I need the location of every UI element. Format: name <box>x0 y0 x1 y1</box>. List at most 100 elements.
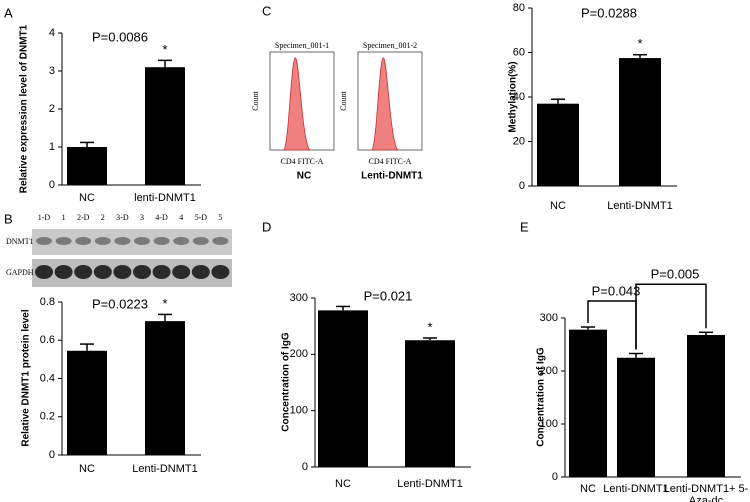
bracket-label: P=0.043 <box>592 283 641 298</box>
panel-letter: E <box>520 219 529 234</box>
lane-label: 1 <box>62 213 66 222</box>
error-bar <box>629 352 643 358</box>
error-bar <box>423 337 437 341</box>
x-tick-label: Lenti-DNMT1 <box>397 478 463 490</box>
y-tick-label: 2 <box>49 103 55 115</box>
band <box>191 265 210 279</box>
panel-letter: C <box>262 3 271 18</box>
x-label-box: NC <box>580 483 596 495</box>
x-label-box: NC <box>335 478 351 490</box>
y-tick-label: 0 <box>49 179 55 191</box>
bar <box>537 103 579 186</box>
x-tick-label: NC <box>79 463 95 475</box>
y-axis-label: Concentration of IgG <box>536 347 547 447</box>
x-label-box: NC <box>550 200 566 212</box>
bar <box>687 334 725 477</box>
band <box>113 265 132 279</box>
flow-caption: Lenti-DNMT1 <box>361 171 423 182</box>
y-tick-label: 100 <box>540 418 558 430</box>
y-tick-label: 300 <box>290 292 308 304</box>
error-bar <box>551 98 565 104</box>
flow-caption: NC <box>297 171 311 182</box>
lane-label: 3-D <box>116 213 129 222</box>
y-tick-label: 0 <box>519 180 525 192</box>
y-tick-label: 0.8 <box>40 296 55 308</box>
significance-star: * <box>162 42 167 57</box>
p-value: P=0.0086 <box>92 29 148 44</box>
y-tick-label: 0.2 <box>40 411 55 423</box>
y-tick-label: 80 <box>513 2 525 14</box>
error-bar <box>158 59 172 68</box>
band <box>54 265 73 279</box>
lane-label: 2 <box>101 213 105 222</box>
band <box>153 237 170 245</box>
y-tick-label: 40 <box>513 91 525 103</box>
band <box>173 237 190 245</box>
flow-peak <box>371 57 399 151</box>
y-tick-label: 0 <box>302 461 308 473</box>
x-label-box: Lenti-DNMT1+ 5-Aza-dc <box>663 483 749 502</box>
error-bar <box>336 305 350 311</box>
x-tick-label: lenti-DNMT1 <box>134 192 196 204</box>
x-tick-label: Lenti-DNMT1 <box>603 483 669 495</box>
y-tick-label: 200 <box>290 348 308 360</box>
error-bar <box>633 53 647 59</box>
x-label-box: Lenti-DNMT1 <box>397 478 463 490</box>
x-tick-label: NC <box>550 200 566 212</box>
p-value: P=0.0223 <box>92 296 148 311</box>
bar <box>617 357 655 477</box>
band <box>35 265 53 279</box>
flow-title: Specimen_001-2 <box>363 41 417 50</box>
row-label: GAPDH <box>6 268 34 277</box>
band <box>211 265 230 279</box>
y-tick-label: 0.6 <box>40 334 55 346</box>
y-tick-label: 200 <box>540 365 558 377</box>
x-tick-label: Lenti-DNMT1+ 5-Aza-dc <box>663 483 749 502</box>
significance-star: * <box>162 296 167 311</box>
x-tick-label: NC <box>79 192 95 204</box>
y-axis-label: Methylation(%) <box>508 61 519 132</box>
y-axis-label: Relative expression level of DNMT1 <box>19 24 30 193</box>
flow-y-label: Count <box>339 90 348 110</box>
band <box>133 265 151 279</box>
band <box>134 237 150 245</box>
y-tick-label: 0 <box>552 471 558 483</box>
x-tick-label: Lenti-DNMT1 <box>132 463 198 475</box>
p-value: P=0.0288 <box>581 5 637 20</box>
panel-letter: B <box>4 211 13 226</box>
lane-label: 3 <box>140 213 144 222</box>
flow-title: Specimen_001-1 <box>275 41 329 50</box>
row-label: DNMT1 <box>6 237 34 246</box>
x-tick-label: NC <box>335 478 351 490</box>
bar <box>67 350 107 455</box>
y-tick-label: 20 <box>513 135 525 147</box>
bar <box>145 321 185 455</box>
flow-x-label: CD4 FITC-A <box>281 157 324 166</box>
band <box>55 237 72 245</box>
y-tick-label: 60 <box>513 46 525 58</box>
error-bar <box>699 331 713 335</box>
y-tick-label: 0.4 <box>40 372 55 384</box>
x-tick-label: Lenti-DNMT1 <box>607 200 673 212</box>
lane-label: 4 <box>179 213 183 222</box>
x-label-box: Lenti-DNMT1 <box>132 463 198 475</box>
band <box>94 237 111 245</box>
y-tick-label: 0 <box>49 449 55 461</box>
panel-letter: D <box>262 219 271 234</box>
bar <box>318 310 368 467</box>
y-tick-label: 4 <box>49 27 55 39</box>
bracket-label: P=0.005 <box>651 267 700 282</box>
band <box>75 237 92 245</box>
bracket <box>635 283 707 350</box>
flow-x-label: CD4 FITC-A <box>369 157 412 166</box>
x-label-box: NC <box>79 192 95 204</box>
flow-peak <box>283 57 311 151</box>
y-axis-label: Relative DNMT1 protein level <box>21 309 32 446</box>
y-axis-label: Concentration of IgG <box>281 332 292 432</box>
bar <box>405 340 455 467</box>
x-label-box: NC <box>79 463 95 475</box>
lane-label: 1-D <box>38 213 51 222</box>
band <box>114 237 131 245</box>
error-bar <box>80 141 94 147</box>
bar <box>67 147 107 185</box>
